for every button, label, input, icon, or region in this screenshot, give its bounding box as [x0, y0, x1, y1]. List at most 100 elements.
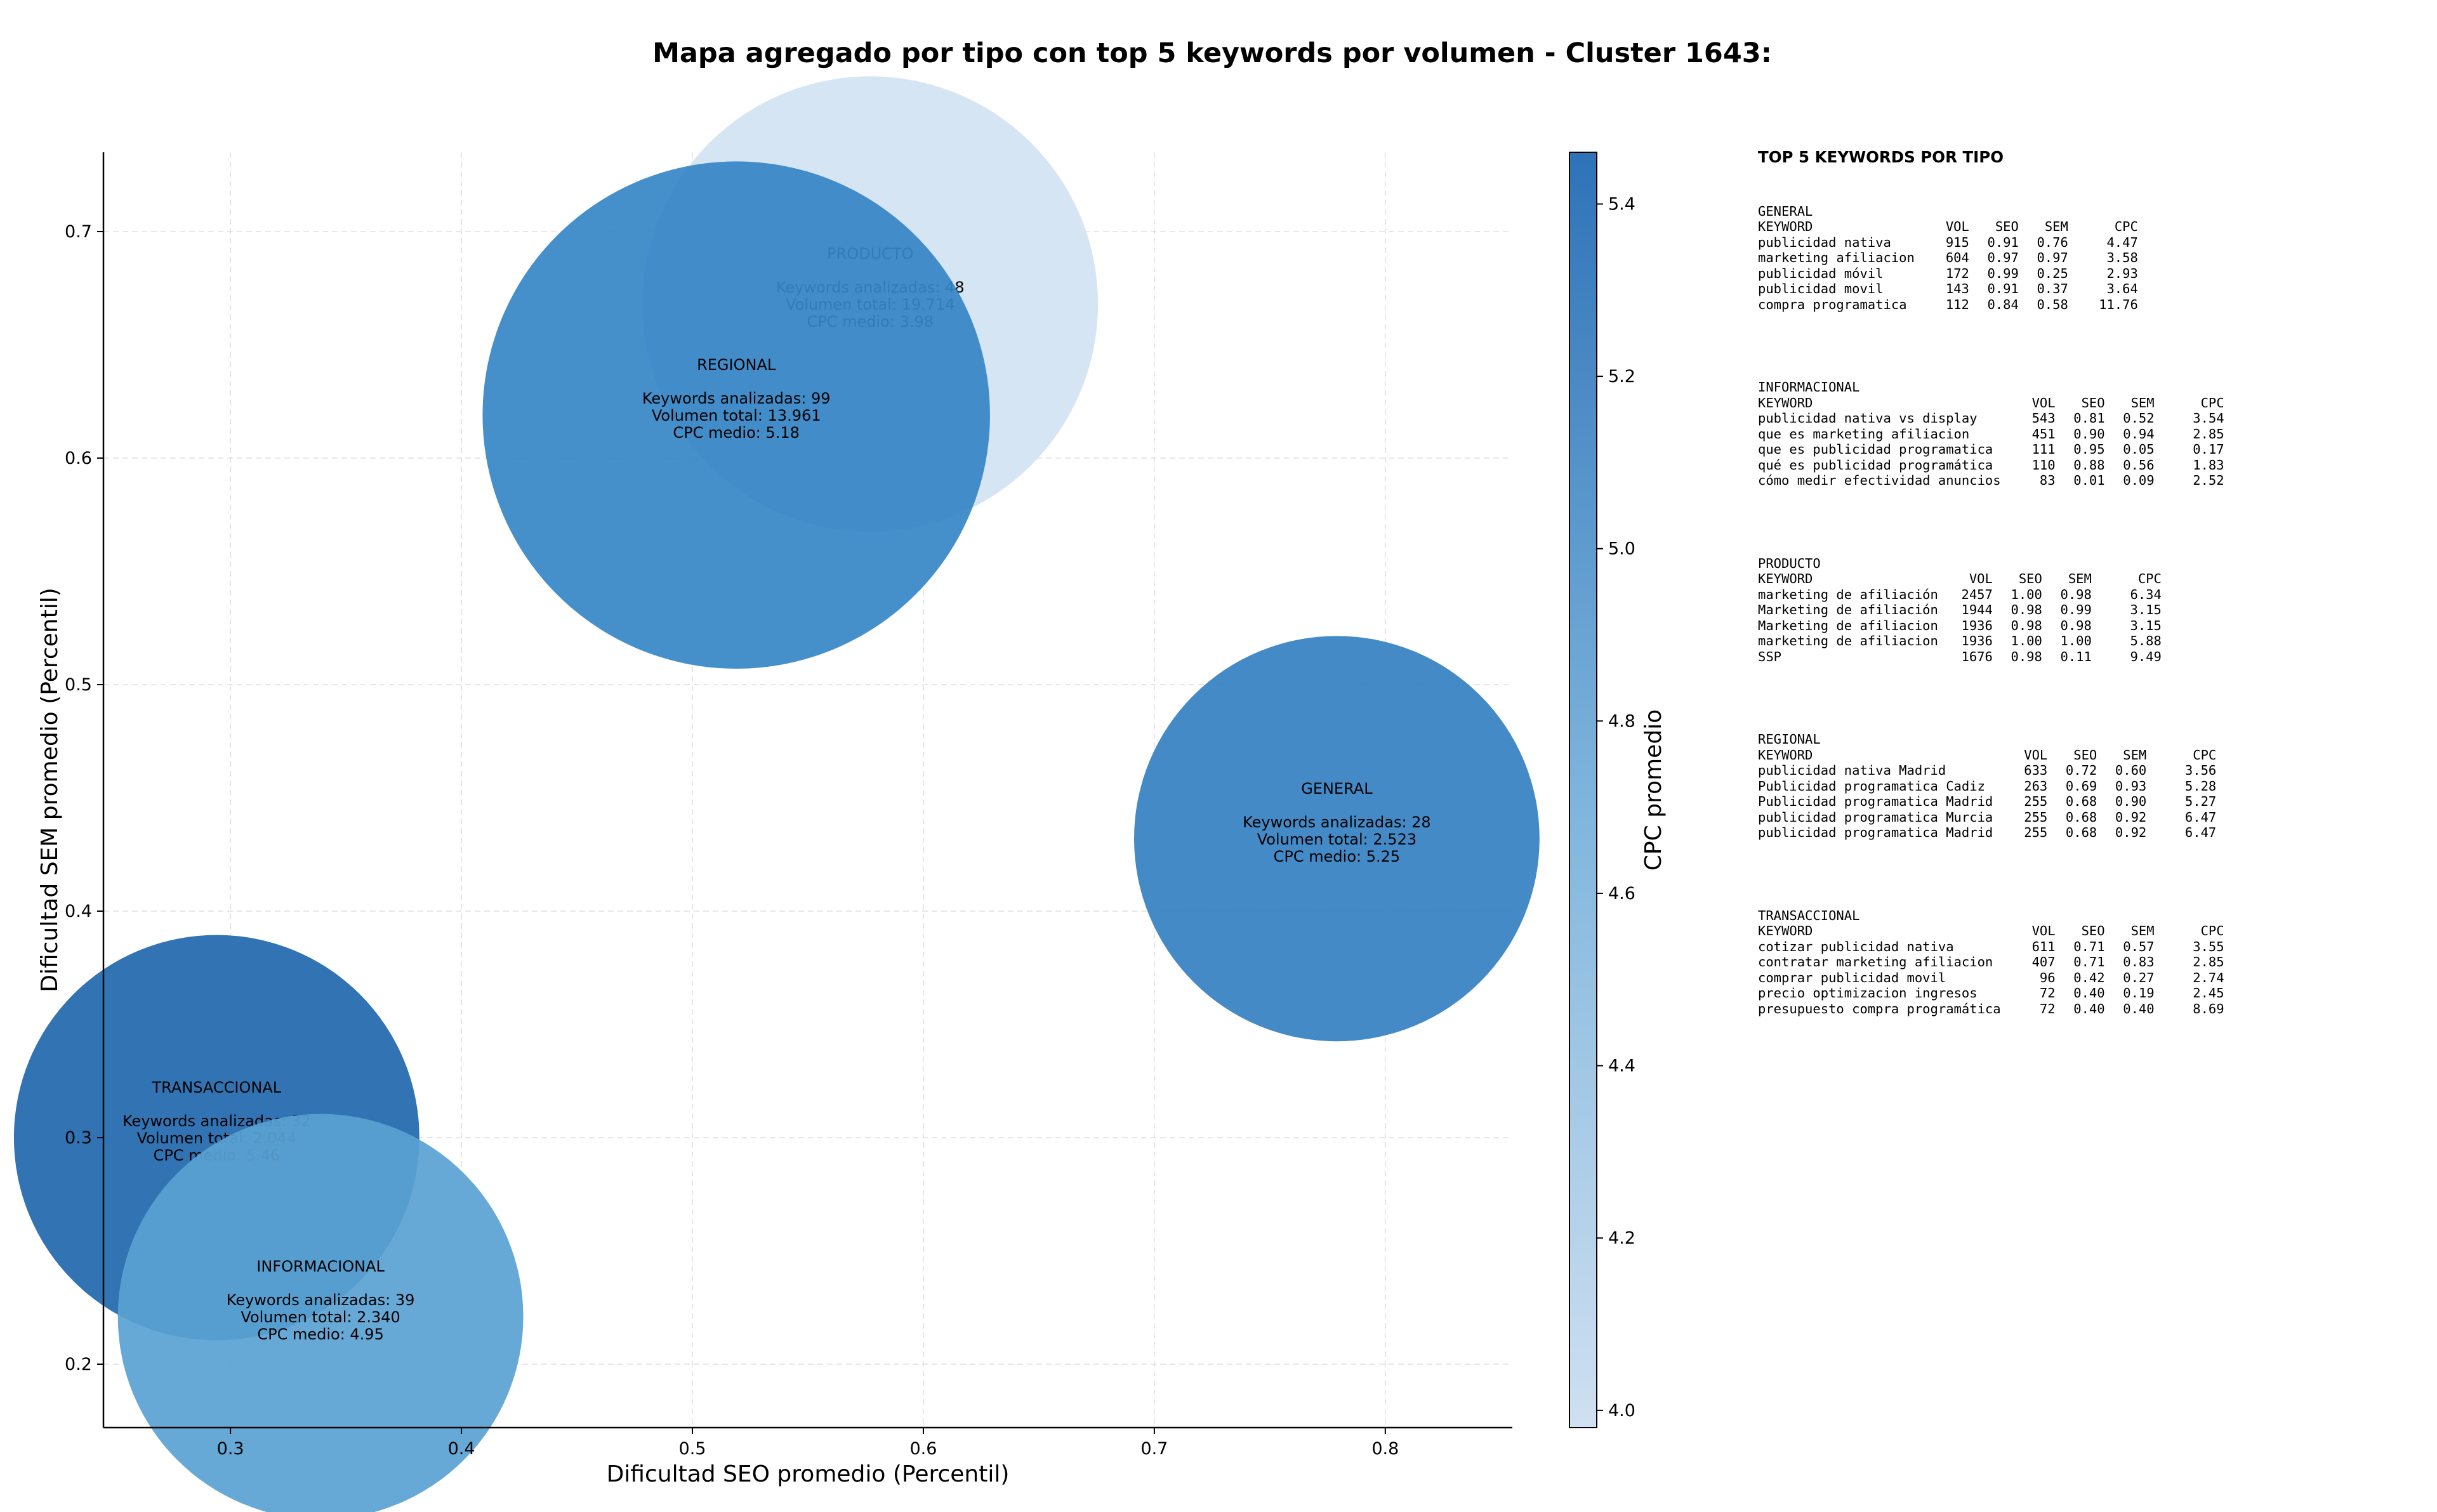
colorbar-tick-label: 4.4 [1608, 1056, 1635, 1076]
cell-cpc: 3.15 [2130, 602, 2162, 617]
cell-seo: 0.91 [1987, 281, 2019, 296]
x-tick-label: 0.6 [909, 1439, 937, 1459]
bubble-label-cpc: CPC medio: 5.18 [673, 424, 800, 442]
bubble-label-cpc: CPC medio: 4.95 [257, 1325, 384, 1343]
keyword-table-header: KEYWORD VOL SEO SEM CPC [1758, 747, 2216, 763]
cell-cpc: 5.28 [2184, 778, 2217, 794]
cell-keyword: presupuesto compra programática [1758, 1001, 2001, 1016]
keyword-row: publicidad móvil 172 0.99 0.25 2.93 [1758, 266, 2138, 282]
keyword-table-header: KEYWORD VOL SEO SEM CPC [1758, 923, 2224, 939]
cell-sem: 0.52 [2123, 411, 2155, 426]
bubble-label-volume: Volumen total: 2.340 [241, 1308, 400, 1326]
cell-sem: 0.40 [2123, 1001, 2155, 1016]
keywords-panel: TOP 5 KEYWORDS POR TIPO GENERAL KEYWORD VO… [1758, 149, 2418, 1017]
keyword-section-general: GENERAL KEYWORD VOL SEO SEM CPC publicidad nat… [1758, 204, 2418, 313]
colorbar-tick-label: 4.8 [1608, 711, 1635, 731]
header-cpc: CPC [2137, 571, 2162, 586]
cell-vol: 96 [2039, 970, 2056, 985]
cell-vol: 83 [2039, 473, 2056, 488]
bubble-layer: PRODUCTOKeywords analizadas: 48Volumen t… [13, 76, 1540, 1512]
header-sem: SEM [2068, 571, 2092, 586]
cell-vol: 543 [2031, 411, 2056, 426]
colorbar-label: CPC promedio [1641, 709, 1667, 871]
y-tick-label: 0.7 [65, 222, 92, 242]
cell-cpc: 2.85 [2193, 426, 2224, 442]
cell-seo: 0.95 [2073, 442, 2105, 457]
x-tick-label: 0.3 [217, 1439, 244, 1459]
cell-vol: 633 [2024, 763, 2048, 778]
keyword-section-producto: PRODUCTO KEYWORD VOL SEO SEM CPC marketing de … [1758, 556, 2418, 665]
y-axis-label: Dificultad SEM promedio (Percentil) [37, 588, 63, 992]
keyword-row: comprar publicidad movil 96 0.42 0.27 2.74 [1758, 970, 2224, 986]
axes-layer [102, 152, 1512, 1429]
x-tick-label: 0.5 [679, 1439, 706, 1459]
cell-sem: 0.57 [2123, 938, 2155, 954]
keyword-section-transaccional: TRANSACCIONAL KEYWORD VOL SEO SEM CPC cotizar … [1758, 908, 2418, 1017]
cell-seo: 1.00 [2011, 633, 2042, 648]
colorbar-ticks: 4.0 4.2 4.4 4.6 4.8 5.0 5.2 5.4 [1597, 194, 1635, 1421]
header-vol: VOL [1969, 571, 1993, 586]
section-name: TRANSACCIONAL [1758, 907, 1860, 923]
cell-sem: 0.58 [2037, 296, 2068, 312]
colorbar-tick-label: 5.4 [1608, 194, 1635, 214]
cell-keyword: marketing afiliacion [1758, 250, 1915, 265]
section-name: PRODUCTO [1758, 555, 1821, 571]
cell-keyword: publicidad nativa vs display [1758, 411, 1978, 426]
cell-seo: 0.98 [2011, 602, 2042, 617]
cell-cpc: 3.58 [2106, 250, 2138, 265]
cell-seo: 0.98 [2011, 617, 2042, 633]
cell-cpc: 6.47 [2184, 809, 2217, 825]
keyword-row: publicidad nativa vs display 543 0.81 0.52 3… [1758, 411, 2224, 426]
keyword-section-informacional: INFORMACIONAL KEYWORD VOL SEO SEM CPC publicid… [1758, 379, 2418, 489]
x-tick-label: 0.7 [1140, 1439, 1168, 1459]
cell-cpc: 2.45 [2193, 985, 2224, 1001]
cell-seo: 0.71 [2073, 954, 2105, 970]
bubble-label-cpc: CPC medio: 5.25 [1274, 848, 1401, 865]
keyword-row: SSP 1676 0.98 0.11 9.49 [1758, 649, 2162, 665]
bubble-label-type: GENERAL [1301, 780, 1373, 798]
keyword-table: KEYWORD VOL SEO SEM CPC cotizar publicidad na… [1758, 923, 2224, 1016]
section-name: GENERAL [1758, 203, 1813, 219]
cell-sem: 0.92 [2115, 825, 2147, 840]
cell-vol: 915 [1945, 234, 1969, 250]
cell-seo: 0.40 [2073, 1001, 2105, 1016]
cell-vol: 451 [2031, 426, 2056, 442]
cell-seo: 0.72 [2065, 763, 2097, 778]
header-vol: VOL [2031, 395, 2056, 411]
colorbar-gradient [1569, 152, 1597, 1428]
keyword-table: KEYWORD VOL SEO SEM CPC publicidad nativa Mad… [1758, 747, 2216, 841]
cell-seo: 0.68 [2065, 794, 2097, 809]
y-tick-label: 0.3 [65, 1128, 92, 1148]
bubble-label-type: INFORMACIONAL [256, 1258, 385, 1275]
keyword-table-header: KEYWORD VOL SEO SEM CPC [1758, 219, 2138, 235]
cell-vol: 407 [2031, 954, 2056, 970]
keyword-row: presupuesto compra programática 72 0.40 0.4… [1758, 1001, 2224, 1017]
header-cpc: CPC [2193, 747, 2217, 763]
cell-vol: 72 [2039, 985, 2056, 1001]
cell-sem: 0.60 [2115, 763, 2147, 778]
keyword-row: marketing de afiliación 2457 1.00 0.98 6.34 [1758, 587, 2162, 603]
colorbar-tick-label: 4.6 [1608, 884, 1635, 904]
cell-vol: 1936 [1961, 633, 1993, 648]
keyword-table-header: KEYWORD VOL SEO SEM CPC [1758, 395, 2224, 411]
cell-cpc: 4.47 [2106, 234, 2138, 250]
cell-seo: 0.99 [1987, 265, 2019, 281]
bubble-circle [1133, 636, 1540, 1042]
cell-vol: 1936 [1961, 617, 1993, 633]
cell-sem: 0.25 [2037, 265, 2068, 281]
cell-keyword: marketing de afiliación [1758, 586, 1938, 602]
header-vol: VOL [2031, 923, 2056, 938]
keyword-table: KEYWORD VOL SEO SEM CPC marketing de afiliaci… [1758, 571, 2162, 664]
keyword-row: publicidad nativa Madrid 633 0.72 0.60 3.56 [1758, 763, 2216, 779]
bubble-label-type: REGIONAL [697, 356, 776, 374]
bubble-label-keywords: Keywords analizadas: 99 [642, 390, 831, 407]
cell-cpc: 1.83 [2193, 457, 2224, 473]
cell-seo: 0.68 [2065, 809, 2097, 825]
cell-cpc: 2.52 [2193, 473, 2224, 488]
tick-layer: 0.3 0.4 0.5 0.6 0.7 0.8 0.2 0.3 0.4 0.5 0.6 0.7 [65, 222, 1399, 1459]
cell-seo: 0.69 [2065, 778, 2097, 794]
cell-seo: 0.68 [2065, 825, 2097, 840]
cell-cpc: 9.49 [2130, 648, 2162, 664]
cell-keyword: publicidad movil [1758, 281, 1884, 296]
